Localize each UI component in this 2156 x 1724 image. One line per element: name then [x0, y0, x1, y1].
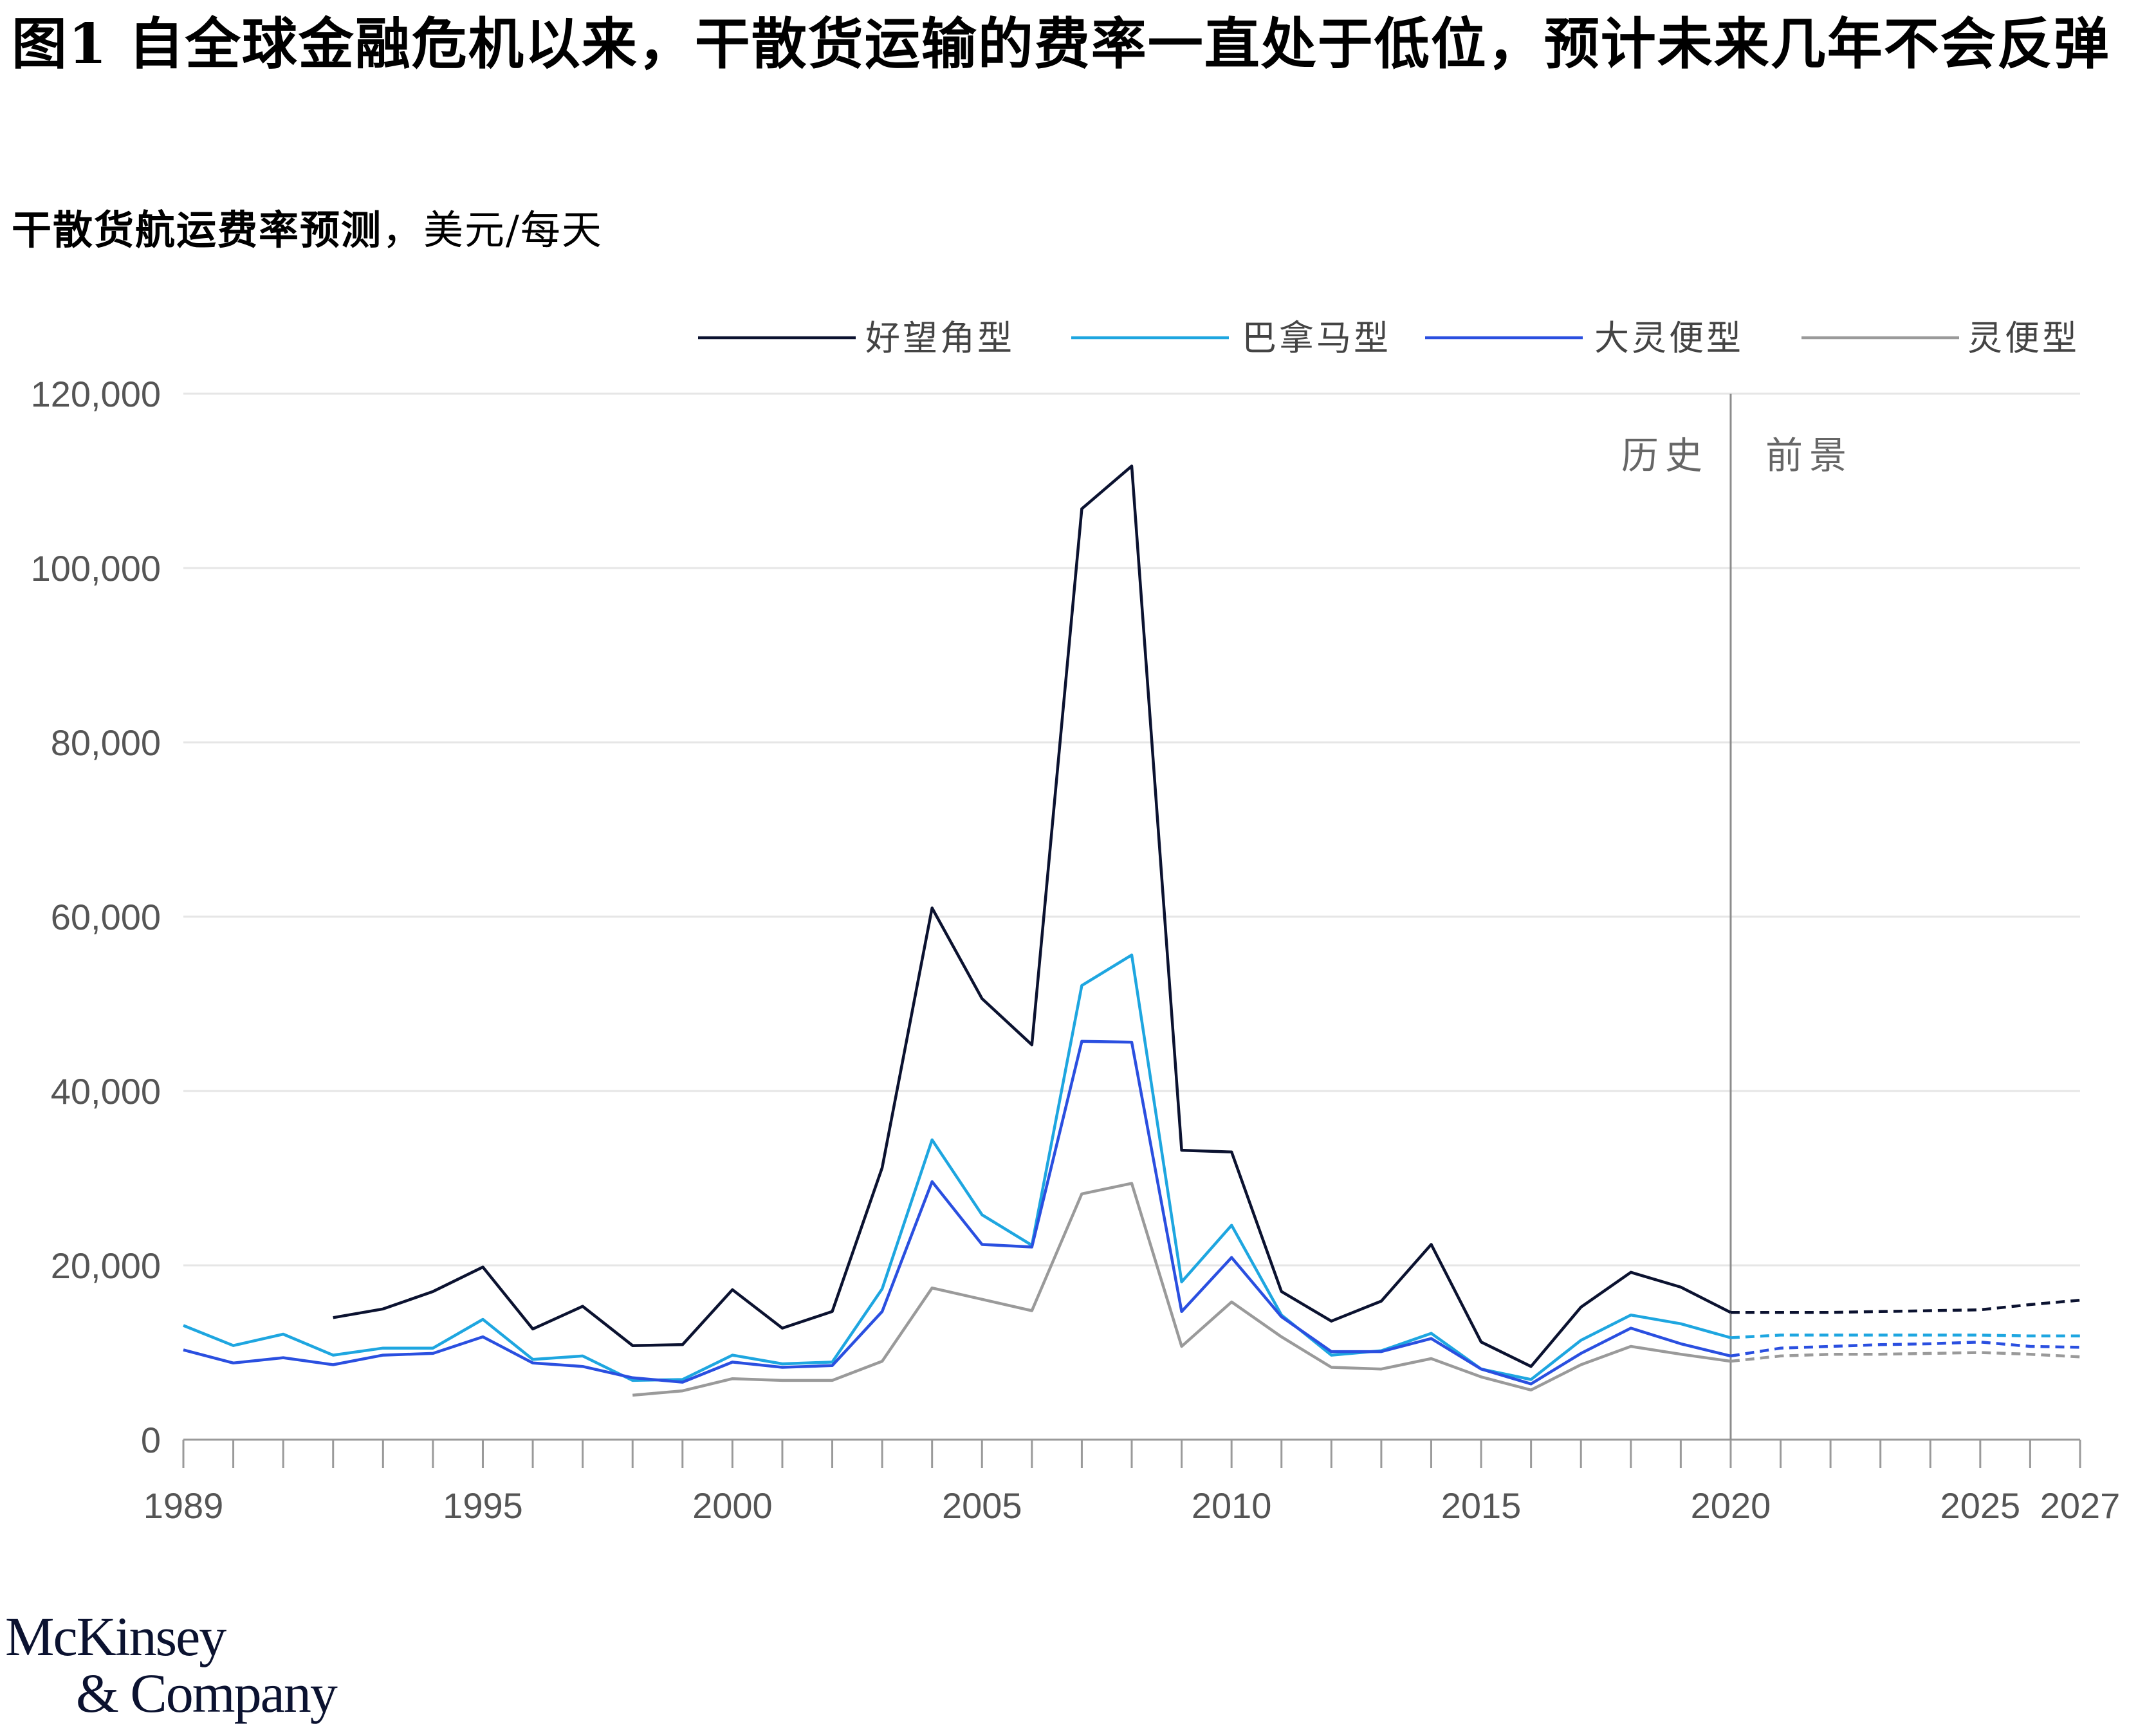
y-axis-tick-labels: 0 20,000 40,000 60,000 80,000 100,000 120,000 — [31, 374, 161, 1460]
history-label: 历史 — [1621, 434, 1709, 477]
legend-label: 灵便型 — [1967, 318, 2079, 358]
legend-label: 大灵便型 — [1594, 318, 1744, 358]
x-tick-label: 2000 — [692, 1485, 773, 1526]
subtitle-unit: ，美元/每天 — [382, 206, 603, 253]
x-tick-label: 1989 — [143, 1485, 224, 1526]
logo-line-2: & Company — [76, 1662, 338, 1724]
x-axis: 1989 1995 2000 2005 2010 2015 2020 2025 2027 — [143, 1438, 2121, 1526]
x-tick-label: 2027 — [2040, 1485, 2121, 1526]
legend: 好望角型 巴拿马型 大灵便型 灵便型 — [698, 318, 2079, 358]
chart-subtitle: 干散货航运费率预测，美元/每天 — [12, 205, 603, 256]
x-tick-label: 1995 — [443, 1485, 523, 1526]
y-tick-label: 80,000 — [51, 722, 161, 763]
series-line-history-1 — [333, 464, 1731, 1368]
chart-title: 图1 自全球金融危机以来，干散货运输的费率一直处于低位，预计未来几年不会反弹 — [12, 12, 2110, 77]
legend-label: 好望角型 — [865, 318, 1015, 358]
x-tick-label: 2025 — [1940, 1485, 2021, 1526]
subtitle-bold: 干散货航运费率预测 — [12, 206, 383, 253]
y-tick-label: 100,000 — [31, 548, 161, 589]
series-line-history-3 — [183, 1040, 1731, 1386]
legend-label: 巴拿马型 — [1242, 318, 1391, 358]
history-forecast-divider: 历史 前景 — [1621, 394, 1853, 1440]
y-tick-label: 120,000 — [31, 374, 161, 414]
series-line-forecast-4 — [1730, 1351, 2081, 1363]
mckinsey-logo: McKinsey & Company — [5, 1606, 338, 1724]
x-tick-label: 2020 — [1691, 1485, 1771, 1526]
series-line-forecast-1 — [1730, 1298, 2081, 1314]
x-tick-label: 2005 — [942, 1485, 1022, 1526]
series-line-history-2 — [183, 953, 1731, 1382]
series-lines — [183, 464, 2081, 1397]
x-tick-label: 2015 — [1441, 1485, 1522, 1526]
logo-line-1: McKinsey — [5, 1606, 226, 1667]
y-tick-label: 0 — [141, 1420, 161, 1460]
series-line-history-4 — [632, 1182, 1731, 1397]
x-tick-label: 2010 — [1192, 1485, 1272, 1526]
series-line-forecast-2 — [1730, 1334, 2080, 1339]
y-tick-label: 60,000 — [51, 897, 161, 937]
y-tick-label: 40,000 — [51, 1071, 161, 1112]
forecast-label: 前景 — [1765, 434, 1853, 477]
gridlines — [183, 392, 2080, 1267]
y-tick-label: 20,000 — [51, 1245, 161, 1286]
